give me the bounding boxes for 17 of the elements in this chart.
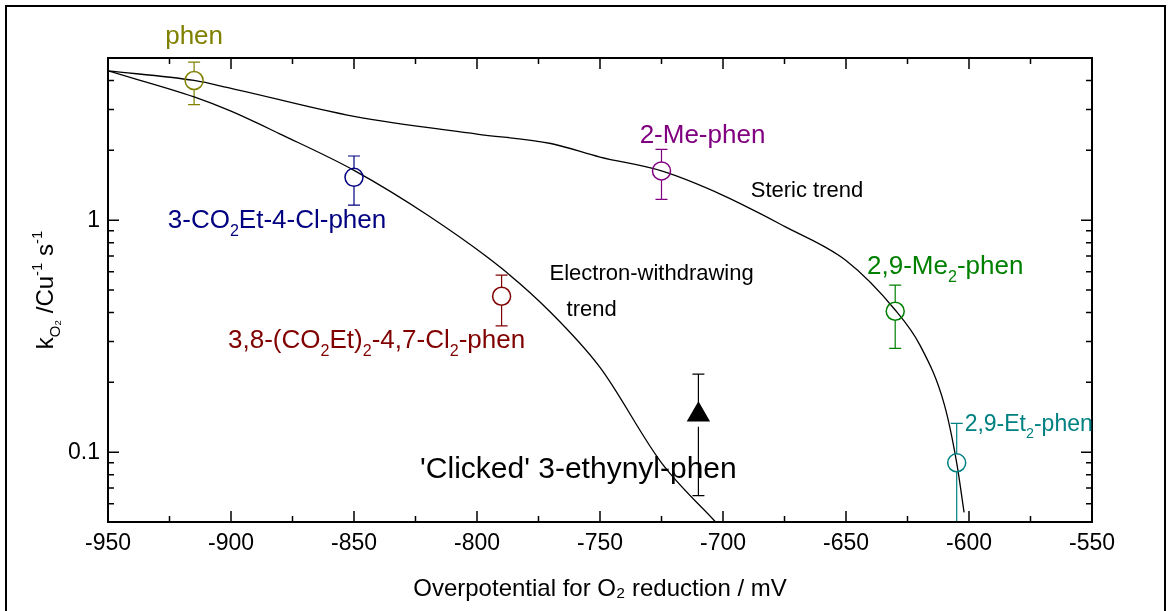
- x-tick-label: -900: [207, 529, 255, 556]
- y-tick-label: 1: [87, 205, 100, 232]
- x-tick-label: -950: [84, 529, 132, 556]
- series-label: Electron-withdrawing trend: [549, 260, 754, 322]
- y-axis-title: kO₂ /Cu-1 s-1: [28, 230, 63, 350]
- x-tick-label: -550: [1068, 529, 1116, 556]
- x-tick-label: -800: [453, 529, 501, 556]
- x-tick-label: -700: [699, 529, 747, 556]
- x-axis-title: Overpotential for O₂ reduction / mV: [413, 573, 787, 601]
- x-tick-label: -650: [822, 529, 870, 556]
- series-label: 2-Me-phen: [639, 119, 766, 150]
- series-label: Steric trend: [750, 177, 864, 203]
- y-tick-label: 0.1: [68, 437, 100, 464]
- x-tick-label: -750: [576, 529, 624, 556]
- series-label: phen: [165, 19, 224, 50]
- x-tick-label: -850: [330, 529, 378, 556]
- x-tick-label: -600: [945, 529, 993, 556]
